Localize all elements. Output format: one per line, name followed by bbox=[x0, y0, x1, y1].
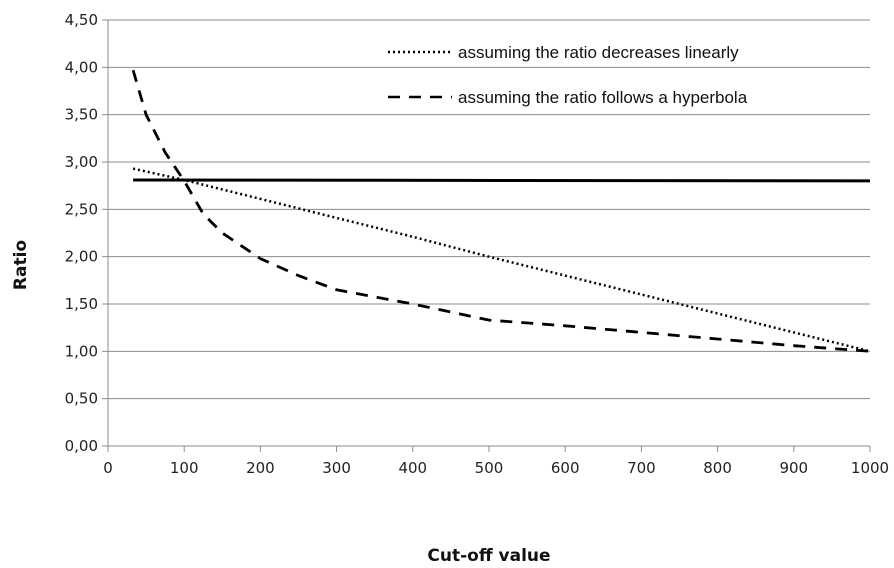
x-tick-label: 100 bbox=[170, 459, 199, 477]
legend-label-linear: assuming the ratio decreases linearly bbox=[458, 43, 739, 62]
y-tick-label: 0,00 bbox=[65, 437, 98, 455]
x-tick-label: 500 bbox=[475, 459, 504, 477]
x-tick-label: 700 bbox=[627, 459, 656, 477]
y-tick-label: 4,00 bbox=[65, 58, 98, 76]
legend-label-hyperbola: assuming the ratio follows a hyperbola bbox=[458, 88, 748, 107]
y-tick-labels: 0,00 0,50 1,00 1,50 2,00 2,50 3,00 3,50 4,00 4,50 bbox=[65, 11, 98, 455]
y-tick-label: 4,50 bbox=[65, 11, 98, 29]
gridlines bbox=[108, 19, 870, 400]
x-tick-label: 400 bbox=[398, 459, 427, 477]
y-tick-label: 0,50 bbox=[65, 390, 98, 408]
y-axis-title: Ratio bbox=[11, 240, 31, 290]
y-tick-label: 2,00 bbox=[65, 248, 98, 266]
x-tick-label: 600 bbox=[551, 459, 580, 477]
x-tick-labels: 0 100 200 300 400 500 600 700 800 900 1000 bbox=[103, 459, 889, 477]
x-tick-label: 900 bbox=[779, 459, 808, 477]
x-tick-label: 200 bbox=[246, 459, 275, 477]
series-line-dashed bbox=[131, 69, 871, 353]
series-lines bbox=[131, 69, 871, 353]
legend: assuming the ratio decreases linearly as… bbox=[388, 43, 748, 107]
y-tick-label: 2,50 bbox=[65, 200, 98, 218]
y-tick-label: 3,50 bbox=[65, 106, 98, 124]
y-tick-label: 1,50 bbox=[65, 295, 98, 313]
series-line-dotted bbox=[132, 167, 871, 353]
x-tick-label: 800 bbox=[703, 459, 732, 477]
x-tick-label: 1000 bbox=[851, 459, 889, 477]
x-axis-title: Cut-off value bbox=[427, 546, 550, 566]
y-tick-label: 1,00 bbox=[65, 342, 98, 360]
x-tick-label: 300 bbox=[322, 459, 351, 477]
y-tick-label: 3,00 bbox=[65, 153, 98, 171]
series-line-solid bbox=[133, 178, 871, 183]
axes bbox=[102, 19, 871, 452]
x-tick-label: 0 bbox=[103, 459, 113, 477]
